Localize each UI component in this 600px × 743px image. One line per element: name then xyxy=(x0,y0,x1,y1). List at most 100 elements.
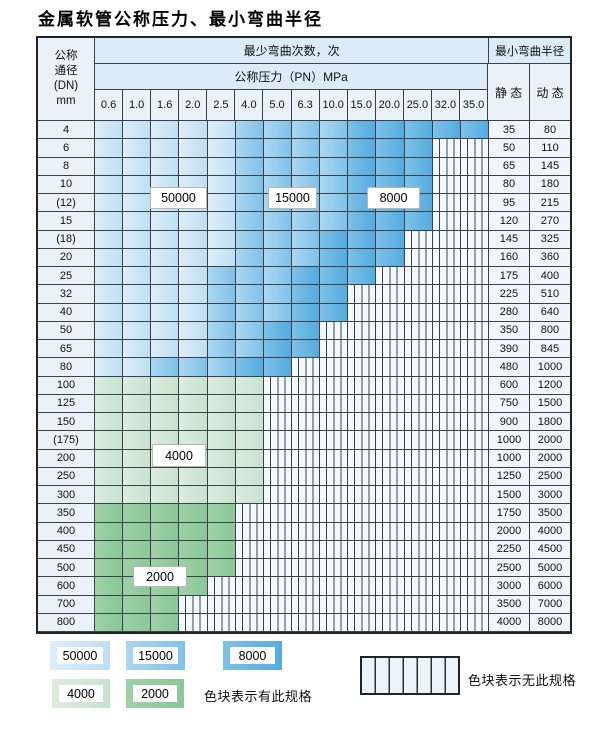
no-spec-cell xyxy=(376,376,405,395)
spec-cell-g1 xyxy=(207,413,236,432)
no-spec-cell xyxy=(320,467,349,486)
spec-cell-b3 xyxy=(348,157,377,176)
no-spec-cell xyxy=(460,595,489,614)
spec-cell-b1 xyxy=(123,267,152,286)
no-spec-cell xyxy=(376,303,405,322)
static-value-cell: 390 xyxy=(488,340,530,359)
dynamic-value-cell: 7000 xyxy=(529,595,570,614)
spec-cell-g1 xyxy=(207,467,236,486)
no-spec-cell xyxy=(460,413,489,432)
static-value-cell: 65 xyxy=(488,157,530,176)
pressure-columns-row: 0.6 1.0 1.6 2.0 2.5 4.0 5.0 6.3 10.0 15.0 20.0 25.0… xyxy=(95,90,489,121)
spec-cell-b3 xyxy=(263,358,292,377)
no-spec-cell xyxy=(376,522,405,541)
spec-cell-b1 xyxy=(95,321,124,340)
no-spec-cell xyxy=(320,340,349,359)
spec-cell-g1 xyxy=(207,486,236,505)
no-spec-cell xyxy=(460,613,489,632)
static-value-cell: 2500 xyxy=(488,559,530,578)
no-spec-cell xyxy=(348,376,377,395)
spec-cell-g2 xyxy=(123,540,152,559)
no-spec-cell xyxy=(207,613,236,632)
table-row: 100 600 1200 xyxy=(38,376,570,395)
spec-cell-b1 xyxy=(151,303,180,322)
spec-cell-b1 xyxy=(151,121,180,140)
legend-no-spec-text: 色块表示无此规格 xyxy=(468,673,577,688)
no-spec-cell xyxy=(460,449,489,468)
spec-cell-b1 xyxy=(123,121,152,140)
table-row: 20 160 360 xyxy=(38,248,570,267)
spec-cell-g2 xyxy=(207,540,236,559)
page-title: 金属软管公称压力、最小弯曲半径 xyxy=(38,10,323,29)
table-row: 500 2500 5000 xyxy=(38,559,570,578)
no-spec-cell xyxy=(376,540,405,559)
no-spec-cell xyxy=(348,522,377,541)
no-spec-cell xyxy=(460,577,489,596)
spec-cell-b3 xyxy=(291,303,321,322)
no-spec-cell xyxy=(404,303,433,322)
no-spec-cell xyxy=(432,139,461,158)
no-spec-cell xyxy=(235,595,264,614)
spec-cell-g2 xyxy=(95,540,124,559)
table-row: 32 225 510 xyxy=(38,285,570,304)
dynamic-value-cell: 4500 xyxy=(529,540,570,559)
spec-cell-g1 xyxy=(235,486,264,505)
no-spec-cell xyxy=(291,431,321,450)
static-value-cell: 2250 xyxy=(488,540,530,559)
no-spec-cell xyxy=(235,559,264,578)
dn-header-line: mm xyxy=(56,95,76,107)
no-spec-cell xyxy=(376,321,405,340)
spec-cell-b3 xyxy=(376,230,405,249)
no-spec-cell xyxy=(460,394,489,413)
legend-swatch-4000: 4000 xyxy=(52,679,110,708)
spec-cell-g2 xyxy=(207,559,236,578)
dn-cell: (175) xyxy=(38,431,95,450)
dn-cell: 800 xyxy=(38,613,95,632)
spec-cell-g1 xyxy=(207,394,236,413)
spec-cell-b1 xyxy=(179,139,208,158)
spec-cell-b2 xyxy=(235,212,264,231)
no-spec-cell xyxy=(320,358,349,377)
spec-cell-b2 xyxy=(235,340,264,359)
spec-cell-g1 xyxy=(95,413,124,432)
spec-cell-b2 xyxy=(291,139,321,158)
no-spec-cell xyxy=(320,431,349,450)
no-spec-cell xyxy=(404,449,433,468)
no-spec-cell xyxy=(348,413,377,432)
spec-cell-g1 xyxy=(123,376,152,395)
dn-cell: 125 xyxy=(38,394,95,413)
no-spec-cell xyxy=(291,540,321,559)
spec-cell-g1 xyxy=(207,376,236,395)
no-spec-cell xyxy=(291,449,321,468)
no-spec-cell xyxy=(320,577,349,596)
table-row: 450 2250 4500 xyxy=(38,540,570,559)
no-spec-cell xyxy=(432,303,461,322)
static-value-cell: 350 xyxy=(488,321,530,340)
spec-cell-b3 xyxy=(404,121,433,140)
no-spec-cell xyxy=(263,413,292,432)
no-spec-cell xyxy=(432,486,461,505)
spec-cell-b3 xyxy=(291,285,321,304)
static-value-cell: 750 xyxy=(488,394,530,413)
spec-cell-b2 xyxy=(207,303,236,322)
spec-cell-b2 xyxy=(291,121,321,140)
static-value-cell: 1750 xyxy=(488,504,530,523)
no-spec-cell xyxy=(404,486,433,505)
no-spec-cell xyxy=(404,285,433,304)
no-spec-cell xyxy=(348,449,377,468)
spec-cell-b1 xyxy=(123,230,152,249)
spec-cell-b3 xyxy=(376,212,405,231)
spec-cell-g1 xyxy=(151,376,180,395)
spec-cell-g2 xyxy=(123,595,152,614)
spec-cell-b1 xyxy=(123,303,152,322)
spec-cell-g1 xyxy=(179,376,208,395)
spec-cell-b3 xyxy=(263,340,292,359)
no-spec-cell xyxy=(404,248,433,267)
no-spec-cell xyxy=(376,394,405,413)
no-spec-cell xyxy=(179,613,208,632)
spec-cell-b1 xyxy=(95,340,124,359)
dn-cell: 350 xyxy=(38,504,95,523)
spec-cell-b3 xyxy=(320,267,349,286)
no-spec-cell xyxy=(376,449,405,468)
